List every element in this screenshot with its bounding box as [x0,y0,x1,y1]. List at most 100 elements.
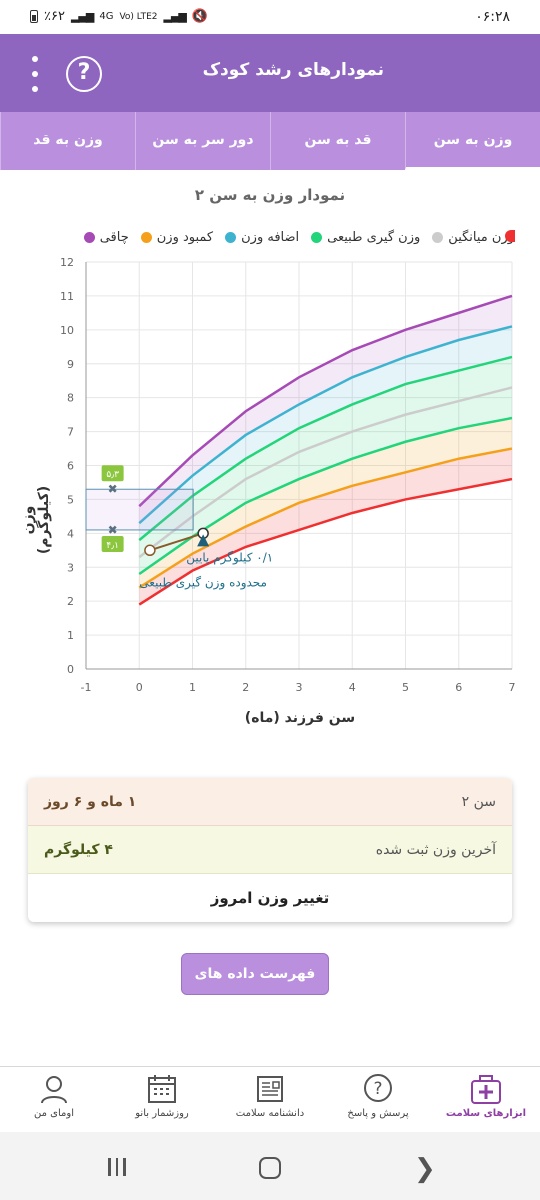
weight-info-card: سن ۲ ۱ ماه و ۶ روز آخرین وزن ثبت شده ۴ ک… [28,778,512,922]
legend-item-normal[interactable]: وزن گیری طبیعی [311,230,420,245]
legend-dot [432,232,444,243]
normal-range-box [85,488,194,531]
nav-questions[interactable]: ? پرسش و پاسخ [324,1067,432,1132]
series-line [138,355,513,542]
chart-grid [85,261,513,670]
app-bar: ? نمودارهای رشد کودک [0,34,540,112]
range-marker: ✖ [108,523,118,537]
x-tick-label: 1 [189,681,196,694]
network-type: 4G [99,11,114,22]
encyclopedia-icon [257,1076,283,1102]
series-line [138,386,513,559]
home-icon[interactable] [259,1157,281,1179]
nav-label: پرسش و پاسخ [347,1108,409,1119]
annotation-low: ۰/۱ کیلوگرم پایین [186,550,273,565]
legend-dot-severe [505,230,515,242]
legend-label: وزن گیری طبیعی [327,230,421,245]
y-tick-label: 7 [67,426,74,439]
y-tick-label: 4 [67,527,74,540]
range-badge [101,465,124,482]
weight-data-list-button[interactable]: فهرست داده های وزن ۲ [181,953,329,1022]
tab-weight-age[interactable]: وزن به سن [405,112,540,170]
y-tick-label: 12 [60,256,74,269]
y-tick-label: 10 [60,324,74,337]
bottom-navigation: ابزارهای سلامت ? پرسش و پاسخ دانشنامه سل… [0,1066,540,1132]
nav-label: اومای من [34,1108,74,1119]
chart-band [139,356,512,558]
legend-dot [311,232,323,243]
growth-chart: ✖ ۵٫۳ ✖ ۴٫۱ ۰/۱ کیلوگرم پایین محدوده وزن گیری… [60,256,516,694]
legend-label: اضافه وزن [241,230,300,245]
y-tick-label: 11 [60,290,74,303]
x-tick-label: 2 [242,681,249,694]
mute-icon: 🔇 [191,9,209,24]
chart-band [139,448,512,605]
series-line [138,294,513,508]
status-indicators: ٪۶۲ ▂▄▆ 4G Vo) LTE2 ▂▄▆ 🔇 [30,9,208,24]
nav-label: روزشمار بانو [135,1108,189,1119]
x-tick-label: 0 [136,681,143,694]
tab-height-age[interactable]: قد به سن [270,112,405,170]
series-line [138,477,513,606]
tab-weight-height[interactable]: وزن به قد [0,112,135,170]
range-marker: ✖ [108,482,118,496]
tab-head-age[interactable]: دور سر به سن [135,112,270,170]
age-row: سن ۲ ۱ ماه و ۶ روز [28,778,512,826]
weight-label: آخرین وزن ثبت شده [375,841,496,858]
annotation-range: محدوده وزن گیری طبیعی [139,575,267,590]
legend-item-overweight[interactable]: اضافه وزن [225,230,299,245]
change-weight-button[interactable]: تغییر وزن امروز [210,889,330,907]
age-label: سن ۲ [461,793,496,810]
age-value: ۱ ماه و ۶ روز [44,793,137,810]
nav-calendar[interactable]: روزشمار بانو [108,1067,216,1132]
y-tick-label: 9 [67,358,74,371]
nav-profile[interactable]: اومای من [0,1067,108,1132]
recent-apps-icon[interactable] [108,1158,126,1176]
svg-text:?: ? [373,1079,382,1099]
x-tick-label: 4 [349,681,356,694]
clock: ۰۶:۲۸ [475,9,510,25]
legend-dot [225,232,237,243]
series-line [138,447,513,589]
question-bubble-icon: ? [364,1074,392,1102]
series-line [138,325,513,525]
nav-encyclopedia[interactable]: دانشنامه سلامت [216,1067,324,1132]
signal-icon: ▂▄▆ [70,10,94,23]
weight-row: آخرین وزن ثبت شده ۴ کیلوگرم [28,826,512,874]
more-vertical-icon[interactable] [28,56,42,92]
chart-tabs: وزن به سن قد به سن دور سر به سن وزن به ق… [0,112,540,170]
nav-health-tools[interactable]: ابزارهای سلامت [432,1067,540,1132]
x-tick-label: 5 [402,681,409,694]
legend-label: کمبود وزن [156,230,214,245]
x-tick-label: 6 [455,681,462,694]
nav-label: ابزارهای سلامت [445,1108,527,1119]
y-tick-label: 3 [67,561,74,574]
signal-icon-2: ▂▄▆ [163,10,187,23]
weight-value: ۴ کیلوگرم [44,841,113,858]
chart-legend: چاقی کمبود وزن اضافه وزن وزن گیری طبیعی … [83,230,514,245]
legend-label: چاقی [99,230,129,245]
legend-item-average[interactable]: وزن میانگین [432,230,514,245]
x-axis-label: سن فرزند (ماه) [244,710,356,726]
y-tick-label: 5 [67,493,74,506]
child-point-marker [197,534,210,547]
help-question-icon[interactable]: ? [66,56,102,92]
range-badge-label: ۴٫۱ [106,541,119,551]
child-point-previous [144,544,156,557]
chart-band [139,418,512,588]
back-chevron-icon[interactable]: ❯ [414,1154,436,1184]
calendar-icon [148,1075,176,1103]
legend-item-underweight[interactable]: کمبود وزن [140,230,214,245]
chart-overlay: ✖ ۵٫۳ ✖ ۴٫۱ ۰/۱ کیلوگرم پایین محدوده وزن گیری… [85,465,273,590]
range-badge-label: ۵٫۳ [106,470,119,480]
page-title: نمودارهای رشد کودک [202,60,384,80]
child-weight-line [149,532,204,552]
y-tick-label: 6 [67,460,74,473]
lte-indicator: Vo) LTE2 [119,11,158,22]
system-navigation: ❯ [0,1132,540,1200]
y-tick-label: 0 [67,663,74,676]
nav-label: دانشنامه سلامت [235,1108,305,1119]
range-badge [101,535,124,552]
legend-item-obesity[interactable]: چاقی [83,230,129,245]
